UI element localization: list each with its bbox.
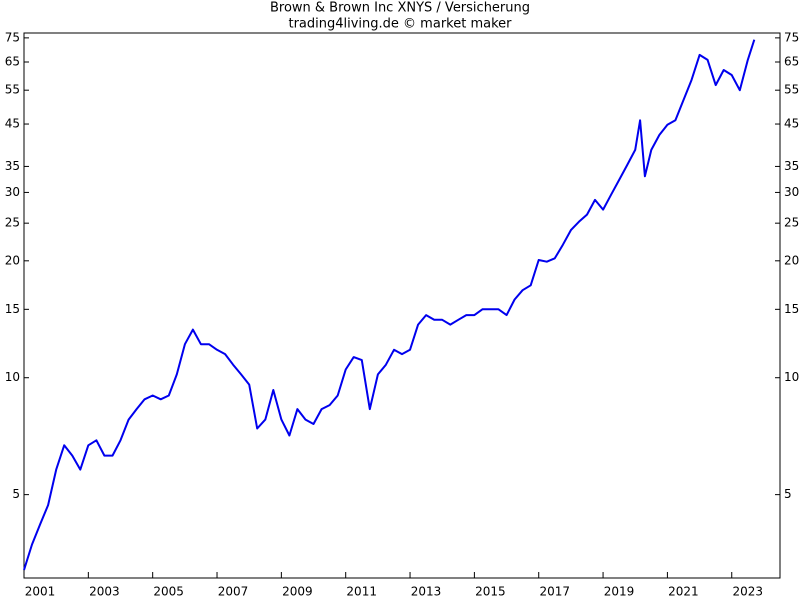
y-tick-label-right: 55 [784, 83, 799, 97]
y-tick-label: 35 [5, 159, 20, 173]
chart-title: Brown & Brown Inc XNYS / Versicherung [270, 1, 530, 16]
chart-subtitle: trading4living.de © market maker [288, 17, 512, 32]
y-tick-label-right: 75 [784, 30, 799, 44]
y-tick-label-right: 35 [784, 159, 799, 173]
y-tick-label: 75 [5, 30, 20, 44]
y-tick-label: 65 [5, 55, 20, 69]
x-tick-label: 2001 [25, 585, 56, 599]
x-tick-label: 2011 [346, 585, 377, 599]
y-tick-label: 5 [12, 487, 20, 501]
x-tick-label: 2019 [604, 585, 635, 599]
y-tick-label-right: 20 [784, 253, 799, 267]
plot-frame [23, 32, 781, 579]
y-tick-label-right: 65 [784, 55, 799, 69]
x-tick-label: 2003 [89, 585, 120, 599]
y-tick-label: 15 [5, 302, 20, 316]
x-tick-label: 2005 [153, 585, 184, 599]
y-tick-label-right: 25 [784, 216, 799, 230]
x-tick-label: 2007 [218, 585, 249, 599]
y-tick-label: 10 [5, 370, 20, 384]
y-tick-label-right: 10 [784, 370, 799, 384]
y-tick-label-right: 45 [784, 117, 799, 131]
x-tick-label: 2013 [411, 585, 442, 599]
y-tick-label: 55 [5, 83, 20, 97]
price-line [23, 39, 756, 571]
x-tick-label: 2017 [539, 585, 570, 599]
y-tick-label: 45 [5, 117, 20, 131]
x-tick-label: 2021 [668, 585, 699, 599]
y-tick-label: 30 [5, 185, 20, 199]
y-tick-label-right: 5 [784, 487, 792, 501]
x-tick-label: 2009 [282, 585, 313, 599]
y-tick-label-right: 30 [784, 185, 799, 199]
y-tick-label: 25 [5, 216, 20, 230]
y-tick-label-right: 15 [784, 302, 799, 316]
x-tick-label: 2023 [732, 585, 763, 599]
y-tick-label: 20 [5, 253, 20, 267]
x-tick-label: 2015 [475, 585, 506, 599]
